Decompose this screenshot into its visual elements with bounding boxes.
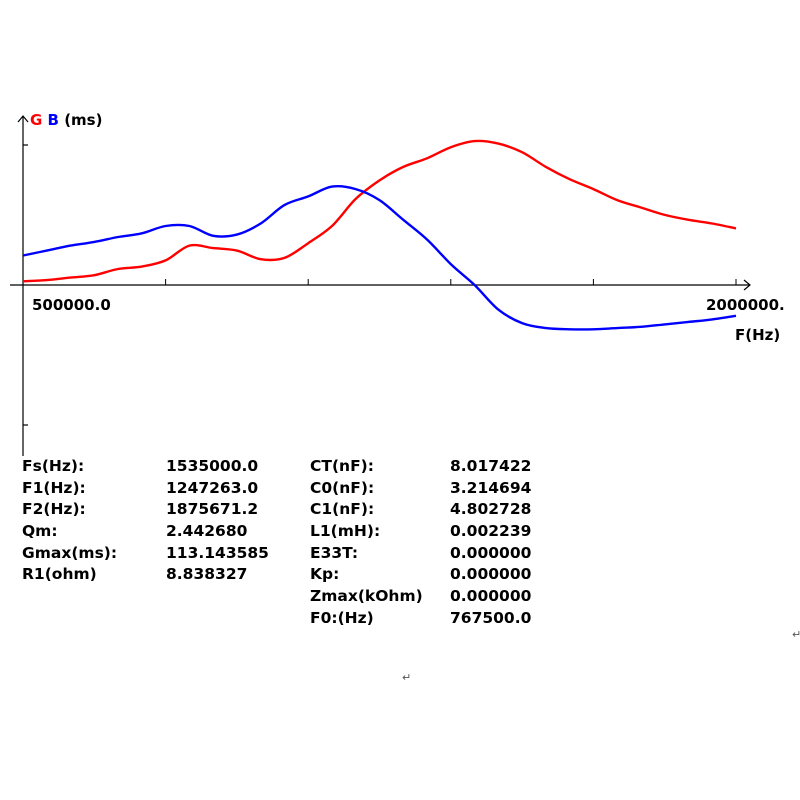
param-key: C1(nF): — [310, 500, 375, 519]
param-key: F1(Hz): — [22, 478, 86, 497]
param-value: 8.017422 — [450, 457, 532, 475]
x-axis-arrow — [743, 279, 751, 291]
param-value: 0.000000 — [450, 587, 532, 606]
param-value: 0.002239 — [450, 522, 532, 541]
param-key: L1(mH): — [310, 522, 381, 541]
param-value: 8.838327 — [166, 565, 248, 584]
param-value: 1247263.0 — [166, 478, 259, 497]
param-key: Zmax(kOhm) — [310, 587, 423, 606]
param-key: F0:(Hz) — [310, 608, 374, 627]
y-axis-arrow — [17, 115, 29, 123]
param-key: E33T: — [310, 543, 359, 562]
param-key: Gmax(ms): — [22, 543, 118, 562]
param-key: Qm: — [22, 522, 58, 541]
x-start-label: 500000.0 — [32, 296, 111, 314]
param-value: 1535000.0 — [166, 457, 259, 475]
param-key: R1(ohm) — [22, 565, 97, 584]
y-label-part: (ms) — [59, 111, 103, 129]
y-axis-label: G B (ms) — [30, 111, 102, 129]
param-value: 113.143585 — [166, 543, 269, 562]
param-value: 1875671.2 — [166, 500, 259, 519]
param-value: 4.802728 — [450, 500, 532, 519]
param-key: Kp: — [310, 565, 340, 584]
param-key: Fs(Hz): — [22, 457, 85, 475]
series-line-b — [22, 184, 737, 331]
param-value: 2.442680 — [166, 522, 248, 541]
param-key: C0(nF): — [310, 478, 375, 497]
x-axis-ticks — [165, 279, 737, 285]
return-mark: ↵ — [792, 628, 800, 641]
param-value: 3.214694 — [450, 478, 532, 497]
param-key: CT(nF): — [310, 457, 374, 475]
param-key: F2(Hz): — [22, 500, 86, 519]
param-value: 0.000000 — [450, 543, 532, 562]
return-mark: ↵ — [402, 671, 412, 684]
param-value: 0.000000 — [450, 565, 532, 584]
x-axis-label: F(Hz) — [735, 326, 780, 344]
chart-axes — [10, 115, 751, 456]
y-label-part: B — [42, 111, 59, 129]
series-line-g — [22, 139, 737, 283]
x-end-label: 2000000. — [706, 296, 785, 314]
param-value: 767500.0 — [450, 608, 532, 627]
chart-series — [22, 139, 737, 331]
y-label-part: G — [30, 111, 42, 129]
